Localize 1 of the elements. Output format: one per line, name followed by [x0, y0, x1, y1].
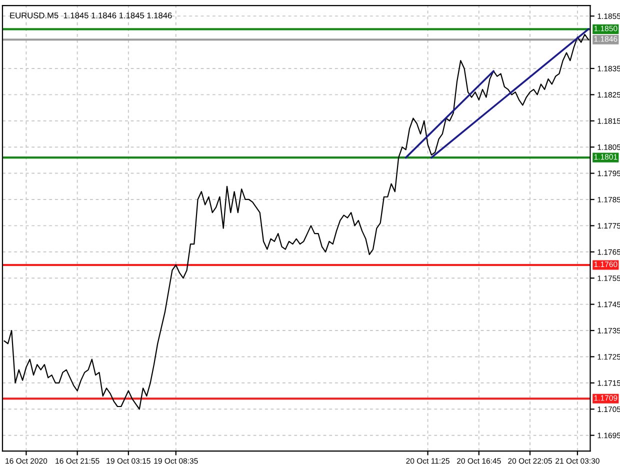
text: EURUSD.M5 1.1845 1.1846 1.1845 1.1846 [10, 12, 172, 18]
